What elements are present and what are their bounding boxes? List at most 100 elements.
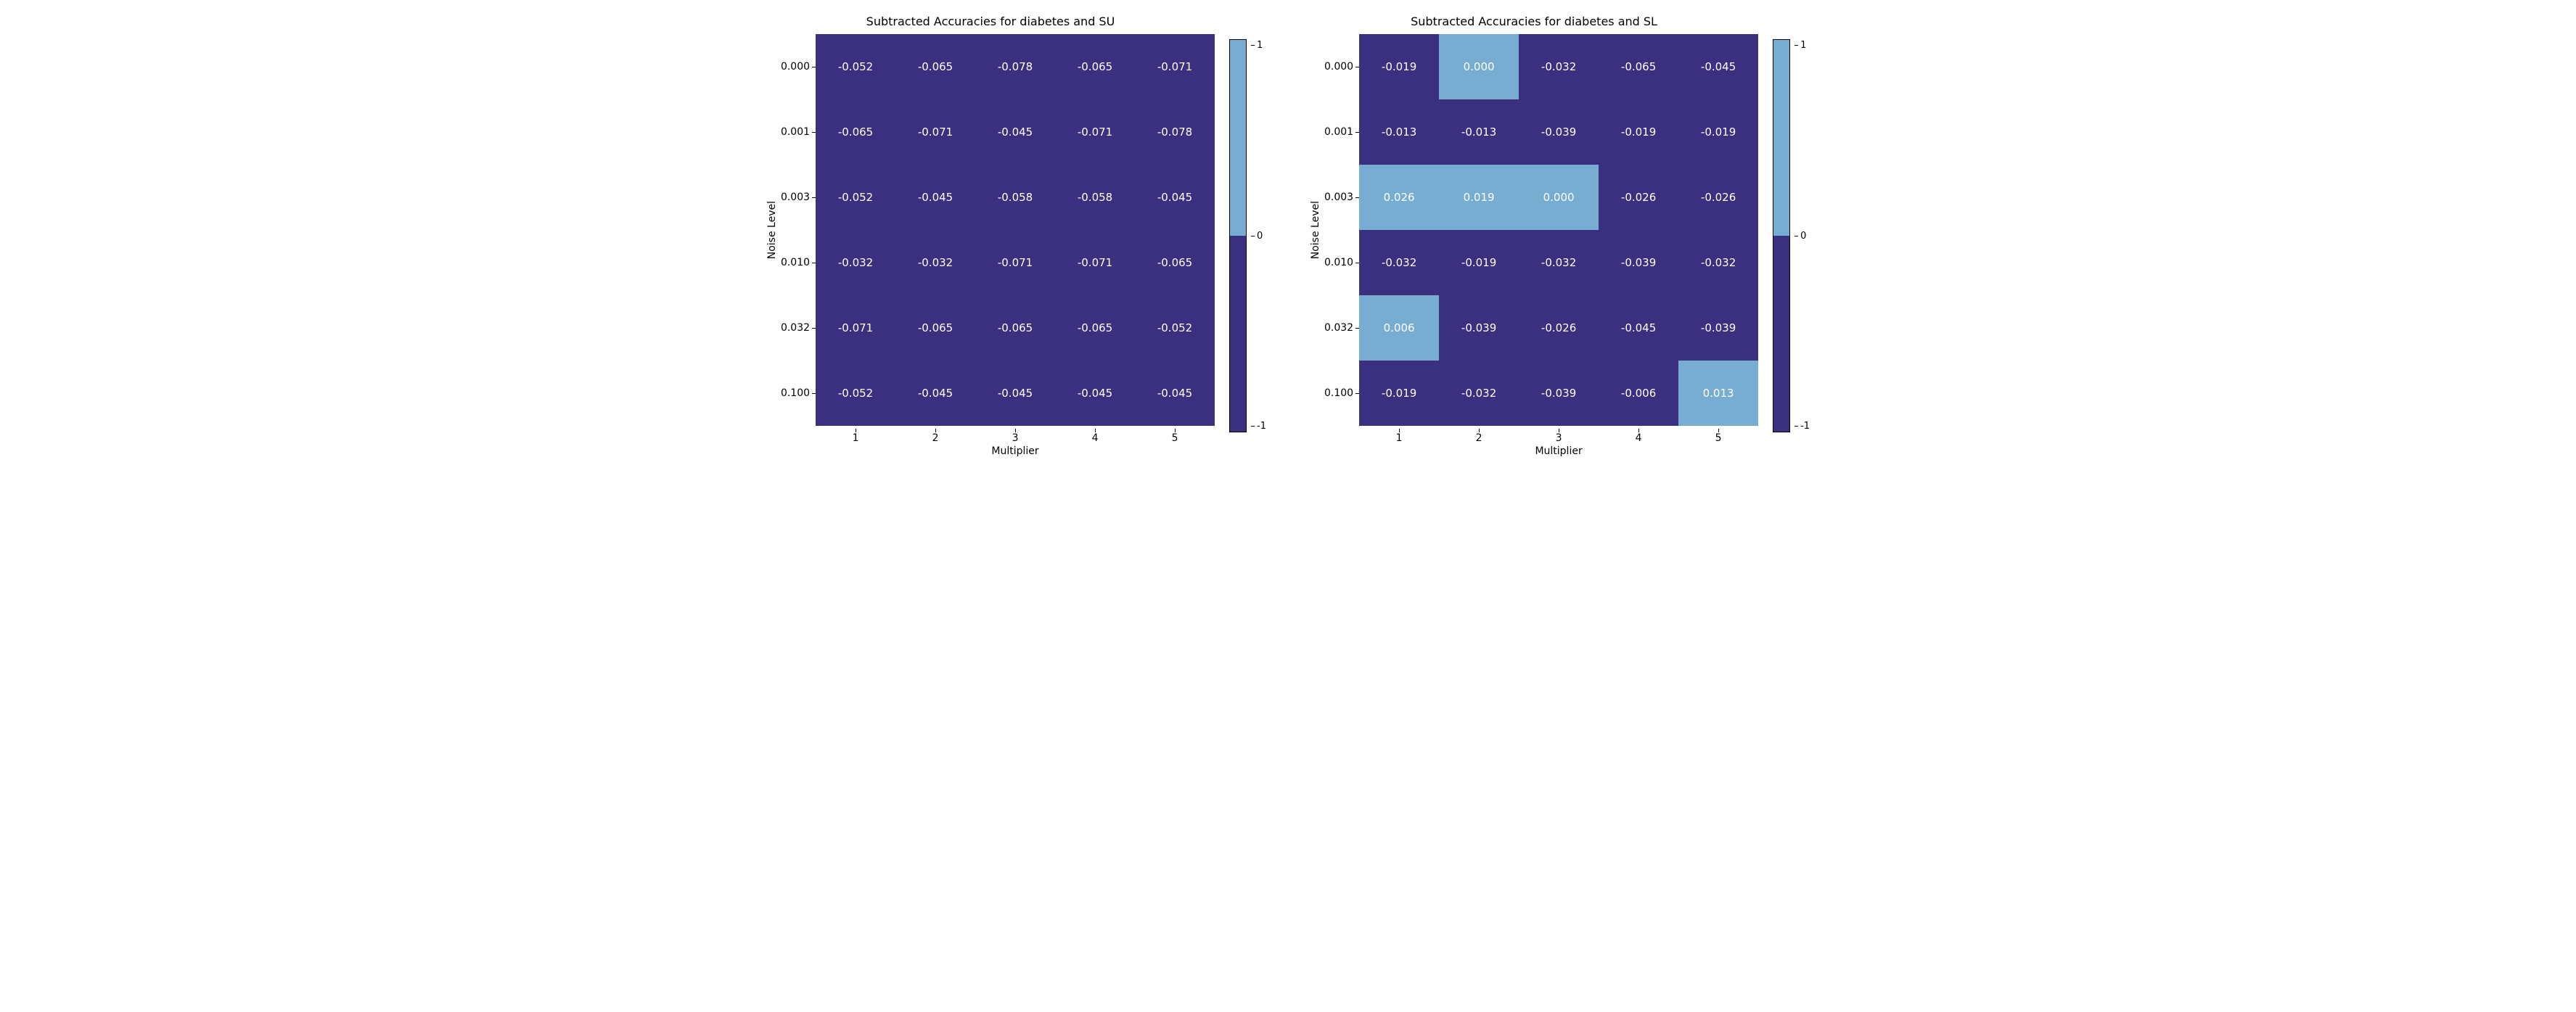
left-heatmap: -0.052-0.065-0.078-0.065-0.071-0.065-0.0… (816, 34, 1215, 426)
heatmap-cell: -0.071 (895, 99, 975, 165)
y-tick-label: 0.100 (1324, 388, 1353, 398)
colorbar: 1 0 -1 (1229, 15, 1266, 457)
y-tick-label: 0.010 (1324, 258, 1353, 268)
heatmap-cell: -0.019 (1599, 99, 1678, 165)
heatmap-cell: -0.032 (1359, 230, 1439, 295)
heatmap-cell: 0.013 (1678, 361, 1758, 426)
heatmap-cell: -0.039 (1519, 99, 1599, 165)
right-panel: Subtracted Accuracies for diabetes and S… (1310, 15, 1810, 457)
heatmap-cell: -0.019 (1359, 361, 1439, 426)
x-tick-label: 2 (1439, 432, 1519, 444)
heatmap-cell: -0.039 (1678, 295, 1758, 361)
heatmap-cell: 0.026 (1359, 165, 1439, 230)
x-tick-label: 1 (1359, 432, 1439, 444)
y-tick-label: 0.000 (781, 62, 810, 72)
x-tick-label: 4 (1055, 432, 1135, 444)
heatmap-cell: -0.045 (1599, 295, 1678, 361)
right-heatmap: -0.0190.000-0.032-0.065-0.045-0.013-0.01… (1359, 34, 1758, 426)
heatmap-cell: -0.032 (1519, 230, 1599, 295)
colorbar-tick: 1 (1794, 40, 1810, 51)
colorbar-tick: 0 (1251, 231, 1266, 242)
y-tick-label: 0.003 (781, 192, 810, 202)
heatmap-cell: -0.045 (1678, 34, 1758, 99)
heatmap-cell: 0.019 (1439, 165, 1519, 230)
y-tick-label: 0.010 (781, 258, 810, 268)
heatmap-cell: -0.071 (1135, 34, 1215, 99)
heatmap-cell: 0.000 (1519, 165, 1599, 230)
y-ticks: 0.000 0.001 0.003 0.010 0.032 0.100 (1324, 34, 1353, 426)
y-ticks: 0.000 0.001 0.003 0.010 0.032 0.100 (781, 34, 810, 426)
x-axis-label: Multiplier (816, 445, 1215, 457)
y-tick-label: 0.032 (781, 323, 810, 333)
colorbar-tick: 1 (1251, 40, 1266, 51)
y-tick-label: 0.001 (1324, 127, 1353, 137)
heatmap-cell: -0.013 (1439, 99, 1519, 165)
heatmap-cell: -0.026 (1519, 295, 1599, 361)
y-tick-label: 0.001 (781, 127, 810, 137)
x-tick-label: 2 (895, 432, 975, 444)
x-tick-label: 3 (1519, 432, 1599, 444)
x-tick-label: 4 (1599, 432, 1678, 444)
x-tick-label: 3 (975, 432, 1055, 444)
x-ticks: 12345 (1359, 432, 1758, 444)
heatmap-cell: -0.032 (816, 230, 895, 295)
heatmap-cell: -0.019 (1359, 34, 1439, 99)
heatmap-cell: -0.045 (895, 361, 975, 426)
colorbar: 1 0 -1 (1773, 15, 1810, 457)
colorbar-tick: 0 (1794, 231, 1810, 242)
heatmap-cell: -0.065 (895, 34, 975, 99)
heatmap-cell: -0.071 (1055, 230, 1135, 295)
heatmap-cell: -0.065 (1055, 34, 1135, 99)
y-tick-label: 0.003 (1324, 192, 1353, 202)
heatmap-cell: -0.071 (1055, 99, 1135, 165)
heatmap-cell: -0.026 (1678, 165, 1758, 230)
y-tick-label: 0.032 (1324, 323, 1353, 333)
heatmap-cell: -0.052 (816, 165, 895, 230)
heatmap-cell: -0.045 (1135, 165, 1215, 230)
heatmap-cell: -0.052 (816, 361, 895, 426)
heatmap-cell: -0.045 (975, 361, 1055, 426)
heatmap-cell: -0.065 (895, 295, 975, 361)
x-tick-label: 1 (816, 432, 895, 444)
heatmap-cell: -0.019 (1439, 230, 1519, 295)
x-tick-label: 5 (1135, 432, 1215, 444)
heatmap-cell: 0.006 (1359, 295, 1439, 361)
colorbar-tick: -1 (1251, 421, 1266, 432)
heatmap-cell: -0.039 (1439, 295, 1519, 361)
heatmap-cell: -0.065 (975, 295, 1055, 361)
right-title: Subtracted Accuracies for diabetes and S… (1411, 15, 1657, 28)
heatmap-cell: -0.013 (1359, 99, 1439, 165)
heatmap-cell: -0.045 (895, 165, 975, 230)
heatmap-cell: -0.026 (1599, 165, 1678, 230)
x-ticks: 12345 (816, 432, 1215, 444)
heatmap-cell: -0.045 (1135, 361, 1215, 426)
heatmap-cell: -0.039 (1519, 361, 1599, 426)
heatmap-cell: -0.039 (1599, 230, 1678, 295)
heatmap-cell: -0.045 (975, 99, 1055, 165)
heatmap-cell: -0.032 (1519, 34, 1599, 99)
heatmap-cell: -0.071 (816, 295, 895, 361)
heatmap-cell: -0.045 (1055, 361, 1135, 426)
y-axis-label: Noise Level (1310, 201, 1321, 259)
heatmap-cell: -0.032 (1439, 361, 1519, 426)
heatmap-cell: -0.071 (975, 230, 1055, 295)
heatmap-cell: -0.065 (1599, 34, 1678, 99)
heatmap-cell: -0.006 (1599, 361, 1678, 426)
y-axis-label: Noise Level (766, 201, 778, 259)
y-tick-label: 0.000 (1324, 62, 1353, 72)
heatmap-cell: -0.032 (895, 230, 975, 295)
x-axis-label: Multiplier (1359, 445, 1758, 457)
heatmap-cell: -0.078 (1135, 99, 1215, 165)
heatmap-cell: -0.065 (816, 99, 895, 165)
colorbar-tick: -1 (1794, 421, 1810, 432)
heatmap-cell: -0.052 (816, 34, 895, 99)
left-panel: Subtracted Accuracies for diabetes and S… (766, 15, 1266, 457)
heatmap-cell: -0.065 (1135, 230, 1215, 295)
heatmap-cell: -0.078 (975, 34, 1055, 99)
heatmap-cell: -0.032 (1678, 230, 1758, 295)
heatmap-cell: -0.058 (1055, 165, 1135, 230)
heatmap-cell: -0.058 (975, 165, 1055, 230)
heatmap-cell: -0.019 (1678, 99, 1758, 165)
heatmap-cell: 0.000 (1439, 34, 1519, 99)
y-tick-label: 0.100 (781, 388, 810, 398)
